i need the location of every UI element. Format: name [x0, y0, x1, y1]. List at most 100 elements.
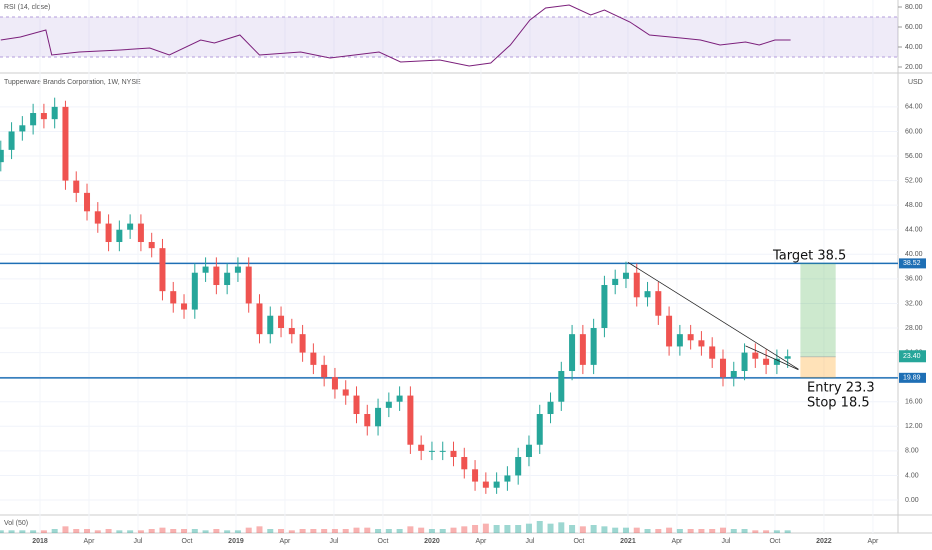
candle-body [493, 481, 500, 488]
volume-bar [84, 529, 91, 533]
x-tick-label: 2018 [32, 538, 48, 545]
currency: USD [908, 79, 923, 86]
volume-bar [482, 523, 489, 533]
volume-bar [51, 529, 58, 533]
candle-body [8, 131, 15, 150]
x-tick-label: 2021 [620, 538, 636, 545]
x-tick-label: 2019 [228, 538, 244, 545]
volume-bar [644, 529, 651, 533]
volume-bar [40, 530, 47, 533]
y-tick-label: 48.00 [905, 202, 923, 209]
rsi-line [0, 4, 791, 67]
volume-bar [569, 525, 576, 533]
volume-bar [278, 529, 285, 533]
candle-body [558, 371, 565, 402]
candle-body [439, 450, 446, 452]
volume-bar [353, 527, 360, 533]
trendline [627, 261, 799, 370]
volume-bar [461, 526, 468, 533]
candle-body [51, 106, 58, 120]
volume-bar [590, 525, 597, 533]
candle-body [666, 315, 673, 347]
volume-bar [558, 522, 565, 533]
volume-bar [181, 529, 188, 533]
candle-body [763, 358, 770, 365]
candle-body [719, 358, 726, 378]
candle-body [353, 395, 360, 415]
y-tick-label: 4.00 [905, 472, 919, 479]
candle-body [784, 356, 791, 359]
last-price-label: 23.40 [903, 353, 921, 360]
candle-body [773, 358, 780, 365]
candle-body [504, 475, 511, 482]
volume-bar [342, 529, 349, 533]
volume-bar [191, 529, 198, 533]
volume-bar [73, 529, 80, 533]
y-tick-label: 52.00 [905, 177, 923, 184]
y-tick-label: 40.00 [905, 251, 923, 258]
volume-bar [579, 526, 586, 533]
level-label-box [899, 258, 926, 269]
y-tick-label: 60.00 [905, 128, 923, 135]
candle-body [19, 125, 26, 132]
candle-body [364, 414, 371, 427]
candle-body [482, 481, 489, 488]
annotation: Entry 23.3 [807, 381, 875, 396]
annotation: Target 38.5 [772, 249, 846, 264]
candle-body [450, 450, 457, 458]
candle-body [310, 352, 317, 365]
candle-body [655, 291, 662, 316]
x-tick-label: Jul [329, 538, 338, 545]
volume-bar [536, 521, 543, 533]
volume-bar [752, 530, 759, 533]
candle-body [84, 192, 91, 212]
level-label: 19.89 [903, 375, 921, 382]
volume-bar [288, 530, 295, 533]
candle-body [245, 266, 252, 304]
x-tick-label: 2022 [816, 538, 832, 545]
volume-bar [202, 530, 209, 533]
volume-bar [612, 527, 619, 533]
volume-bar [450, 527, 457, 533]
volume-bar [407, 526, 414, 533]
candle-body [40, 113, 47, 120]
candle-body [267, 315, 274, 335]
rsi-tick-label: 80.00 [905, 4, 923, 11]
candle-body [191, 272, 198, 310]
candle-body [94, 211, 101, 224]
candle-body [687, 334, 694, 341]
x-tick-label: Oct [573, 538, 584, 545]
candle-body [321, 364, 328, 378]
y-tick-label: 28.00 [905, 325, 923, 332]
trendline [745, 345, 799, 371]
y-tick-label: 0.00 [905, 497, 919, 504]
volume-bar [148, 529, 155, 533]
candle-body [644, 291, 651, 298]
x-tick-label: Jul [133, 538, 142, 545]
volume-bar [267, 529, 274, 533]
level-label-box [899, 372, 926, 383]
rsi-title: RSI (14, close) [4, 4, 50, 11]
volume-bar [170, 529, 177, 533]
volume-bar [633, 527, 640, 533]
volume-bar [375, 529, 382, 533]
rsi-tick-label: 20.00 [905, 64, 923, 71]
candle-body [73, 180, 80, 193]
volume-bar [676, 529, 683, 533]
candle-body [331, 377, 338, 390]
candle-body [0, 149, 4, 163]
candle-body [159, 248, 166, 292]
x-tick-label: Apr [671, 538, 683, 545]
volume-bar [299, 529, 306, 533]
candle-body [407, 395, 414, 445]
volume-bar [504, 525, 511, 533]
volume-bar [105, 529, 112, 533]
candle-body [515, 457, 522, 476]
volume-bar [213, 529, 220, 533]
candle-body [299, 334, 306, 353]
x-tick-label: Oct [182, 538, 193, 545]
volume-bar [116, 530, 123, 533]
candle-body [30, 113, 37, 126]
rsi-tick-label: 40.00 [905, 44, 923, 51]
candle-body [181, 303, 188, 310]
